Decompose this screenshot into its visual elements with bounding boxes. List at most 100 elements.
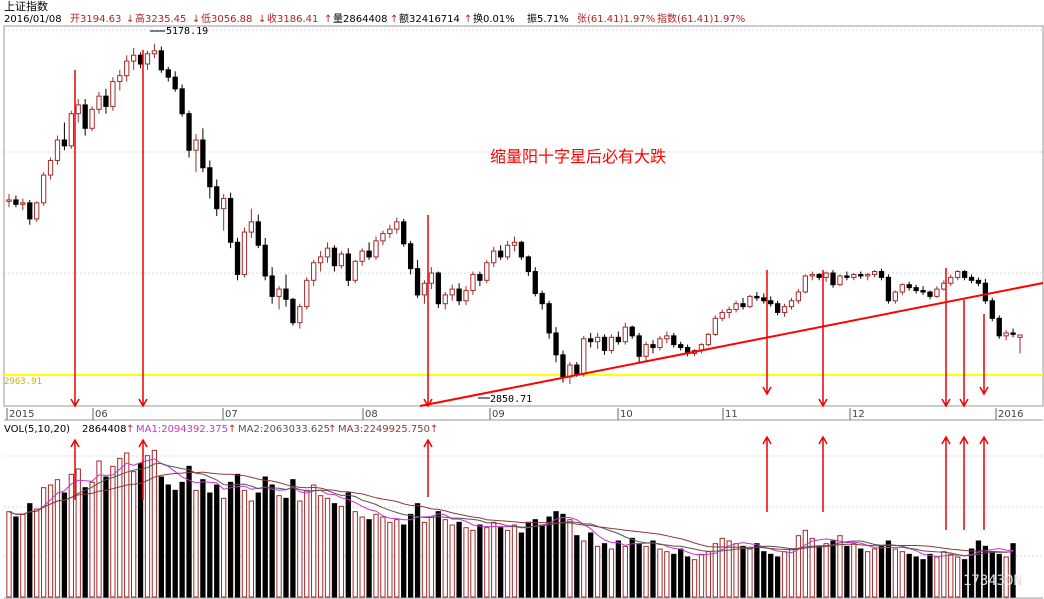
volume-bar [262,476,268,598]
volume-bar [837,535,843,598]
volume-bar [137,463,144,598]
quote-low-arrow: ↓ [258,14,266,25]
watermark: 173430N [963,573,1022,589]
volume-bar [304,489,310,598]
candle-body [768,300,774,305]
volume-bar [920,559,926,598]
candle-body [532,271,538,294]
candle-body [719,311,725,319]
volume-bar [774,556,781,598]
candle-body [546,303,552,334]
candle-body [331,247,338,267]
x-tick-label: 07 [225,409,238,420]
candle-body [13,199,19,205]
up-arrow [423,438,433,497]
candle-body [948,276,954,284]
candle-body [165,69,171,78]
volume-bar [982,545,989,598]
vol-ma10-line [8,462,1014,557]
volume-bar [768,553,774,598]
candle-body [470,273,476,292]
volume-bar [865,551,871,598]
volume-bar [594,545,601,598]
down-arrow [979,314,989,396]
volume-bar [6,511,12,598]
x-tick-label: 2016 [998,409,1023,420]
volume-bar [629,537,635,598]
vol-ma3-arrow: ↑ [430,424,438,435]
candle-body [234,241,241,275]
volume-bar [380,516,386,598]
volume-bar [13,516,19,598]
up-arrow [941,435,951,530]
volume-bar [844,545,850,598]
candle-body [608,336,615,351]
volume-bar [207,492,213,598]
volume-bar [518,532,525,598]
candle-body [865,273,871,277]
candle-body [317,256,324,264]
candle-body [172,76,178,90]
quote-close-arrow: ↑ [324,14,332,25]
candle-body [75,104,81,115]
candle-body [241,231,248,275]
arrow-head [818,398,828,408]
volume-bar [712,543,718,598]
volume-bar [297,500,303,598]
volume-bar [373,513,379,598]
candle-body [34,202,40,220]
volume-bar [484,527,490,598]
volume-bar [961,559,968,598]
volume-bar [567,519,573,598]
arrow-head [941,435,951,445]
candle-body [851,273,857,278]
arrow-head [70,398,80,408]
candle-body [809,273,815,277]
candle-body [982,282,989,302]
volume-bar [588,532,594,598]
volume-bar [68,473,74,598]
volume-bar [345,492,351,598]
candle-body [920,290,926,293]
candle-body [20,202,26,205]
candle-body [1010,332,1016,335]
candle-body [227,197,234,243]
down-arrow [138,50,148,408]
candle-body [366,250,372,258]
volume-bar [75,468,81,598]
volume-bar [324,497,331,598]
volume-bar [401,524,407,598]
candle-body [594,336,601,343]
candle-body [290,298,296,324]
volume-legend: VOL(5,10,20) 2864408 ↑ MA1:2094392.375 ↑… [4,424,438,435]
volume-bar [885,540,892,598]
candle-body [885,276,892,302]
volume-bar [124,452,130,598]
candle-body [200,139,206,169]
volume-bar [823,543,829,598]
volume-bar [498,527,504,598]
volume-bar [491,521,497,598]
candle-body [761,297,767,302]
down-arrow [959,300,969,408]
volume-bar [54,479,61,598]
candle-body [740,303,746,308]
volume-bar [601,543,608,598]
up-arrow [959,435,969,530]
candle-body [892,291,899,302]
volume-bar [172,489,178,598]
x-tick-label: 08 [365,409,378,420]
candle-body [518,241,525,258]
candle-body [214,186,220,210]
candle-body [1003,332,1009,337]
candle-body [816,273,822,278]
volume-bar [435,511,441,598]
candle-body [650,344,656,349]
candle-body [525,256,531,273]
volume-bar [311,484,317,598]
volume-bar [788,548,795,598]
candle-body [269,275,275,297]
candle-body [207,167,213,188]
quote-close: 收3186.41 [267,12,318,25]
chart-title: 上证指数 [4,0,48,13]
